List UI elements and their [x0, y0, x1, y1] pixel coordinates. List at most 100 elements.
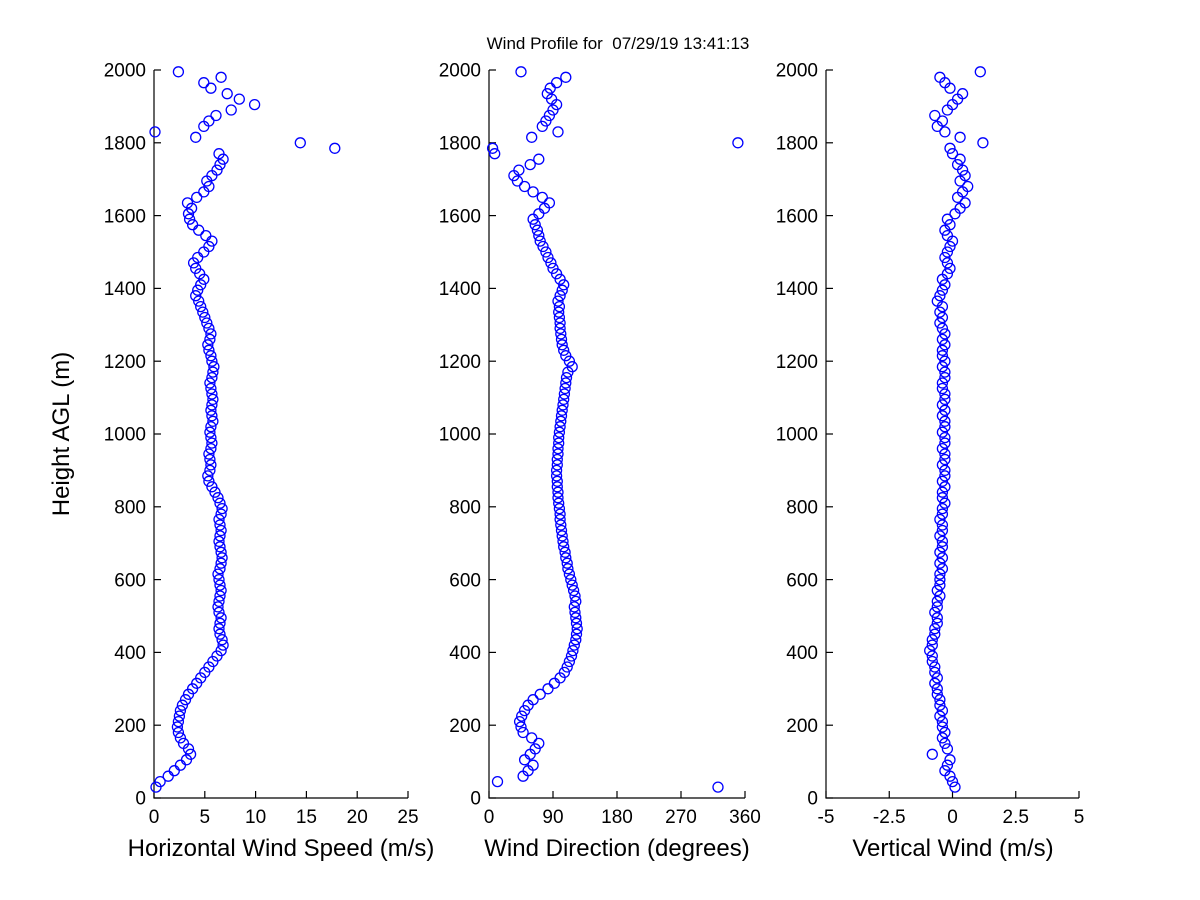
y-tick-label: 1200	[439, 352, 481, 373]
data-point-marker	[553, 437, 565, 449]
data-point-marker	[204, 426, 216, 438]
data-point-marker	[515, 66, 527, 78]
data-point-marker	[205, 328, 217, 340]
data-point-marker	[176, 699, 189, 711]
data-point-marker	[562, 563, 574, 575]
data-point-marker	[204, 377, 216, 389]
data-point-marker	[172, 66, 185, 78]
data-point-marker	[184, 748, 197, 760]
data-point-marker	[941, 229, 954, 242]
data-point-marker	[560, 552, 572, 564]
y-tick-label: 0	[470, 789, 481, 810]
data-point-marker	[712, 781, 724, 793]
data-point-marker	[551, 481, 563, 493]
data-point-marker	[931, 672, 943, 684]
data-point-marker	[213, 573, 225, 586]
data-point-marker	[565, 573, 577, 586]
data-point-marker	[209, 486, 221, 498]
y-tick-label: 200	[114, 716, 146, 737]
data-point-marker	[513, 715, 526, 728]
data-point-marker	[936, 508, 949, 520]
data-point-marker	[936, 492, 949, 504]
data-point-marker	[213, 623, 225, 635]
vertical-wind-panel: 0 200 400 600 800 1000 1200 1400 1600 1800 2000 -5 -…	[776, 61, 1085, 828]
data-point-marker	[489, 148, 501, 160]
data-point-marker	[547, 262, 559, 275]
data-point-marker	[565, 650, 578, 662]
data-point-marker	[939, 448, 951, 460]
data-point-marker	[936, 426, 949, 438]
axis-lines	[825, 70, 1079, 799]
data-point-marker	[205, 82, 217, 94]
data-point-marker	[214, 628, 226, 640]
data-point-marker	[939, 726, 951, 739]
data-point-marker	[200, 229, 212, 242]
data-point-marker	[566, 361, 578, 373]
data-point-marker	[563, 568, 576, 580]
data-point-marker	[939, 355, 951, 367]
data-point-marker	[526, 131, 538, 143]
data-point-marker	[939, 437, 951, 449]
data-point-marker	[926, 634, 938, 646]
data-point-marker	[217, 639, 229, 651]
data-point-marker	[939, 497, 951, 509]
data-point-marker	[486, 142, 499, 154]
data-point-marker	[206, 371, 218, 384]
y-tick-label: 1800	[104, 133, 146, 154]
data-point-marker	[518, 180, 531, 193]
data-point-marker	[936, 115, 949, 127]
data-point-marker	[205, 421, 217, 433]
data-point-marker	[208, 361, 220, 373]
data-point-marker	[934, 573, 946, 586]
y-tick-label: 400	[786, 643, 818, 664]
data-point-marker	[162, 770, 174, 782]
data-point-marker	[924, 644, 936, 657]
data-point-marker	[570, 612, 582, 624]
y-tick-label: 2000	[104, 61, 146, 82]
data-point-marker	[204, 333, 216, 346]
y-tick-label: 1600	[104, 206, 146, 227]
data-point-marker	[541, 88, 553, 100]
data-point-marker	[213, 148, 225, 160]
data-point-marker	[553, 431, 565, 444]
data-point-marker	[934, 579, 946, 591]
data-point-marker	[926, 650, 938, 662]
data-point-marker	[558, 279, 570, 291]
data-point-marker	[190, 131, 202, 143]
data-point-marker	[929, 623, 941, 635]
data-point-marker	[214, 590, 226, 602]
data-point-marker	[550, 77, 563, 89]
data-point-marker	[536, 191, 548, 204]
data-point-marker	[936, 350, 949, 362]
data-point-marker	[171, 721, 184, 733]
x-tick-label: 0	[149, 807, 160, 828]
data-point-marker	[936, 344, 949, 356]
data-point-marker	[540, 246, 552, 258]
data-point-marker	[215, 644, 227, 657]
y-tick-label: 1800	[776, 133, 818, 154]
horizontal-wind-speed-panel: 0 200 400 600 800 1000 1200 1400 1600 1800 2000 0 5 1…	[104, 61, 419, 828]
data-point-marker	[934, 694, 946, 706]
data-point-marker	[558, 666, 571, 679]
data-point-marker	[206, 481, 218, 493]
data-point-marker	[179, 694, 192, 706]
data-point-marker	[205, 431, 217, 444]
data-point-marker	[553, 300, 566, 313]
data-point-marker	[193, 295, 205, 307]
data-point-marker	[977, 137, 989, 149]
data-point-marker	[555, 333, 568, 346]
y-tick-label: 1000	[104, 425, 146, 446]
data-point-marker	[566, 579, 578, 591]
data-point-marker	[936, 721, 949, 733]
data-point-marker	[221, 88, 233, 100]
data-point-marker	[931, 688, 943, 700]
data-point-marker	[560, 371, 573, 384]
data-point-marker	[929, 666, 941, 679]
data-point-marker	[173, 710, 186, 722]
data-point-marker	[936, 704, 949, 717]
data-point-marker	[190, 290, 202, 302]
y-tick-label: 1000	[776, 425, 818, 446]
y-tick-label: 1800	[439, 133, 481, 154]
data-point-marker	[944, 219, 956, 231]
data-point-marker	[553, 311, 566, 324]
